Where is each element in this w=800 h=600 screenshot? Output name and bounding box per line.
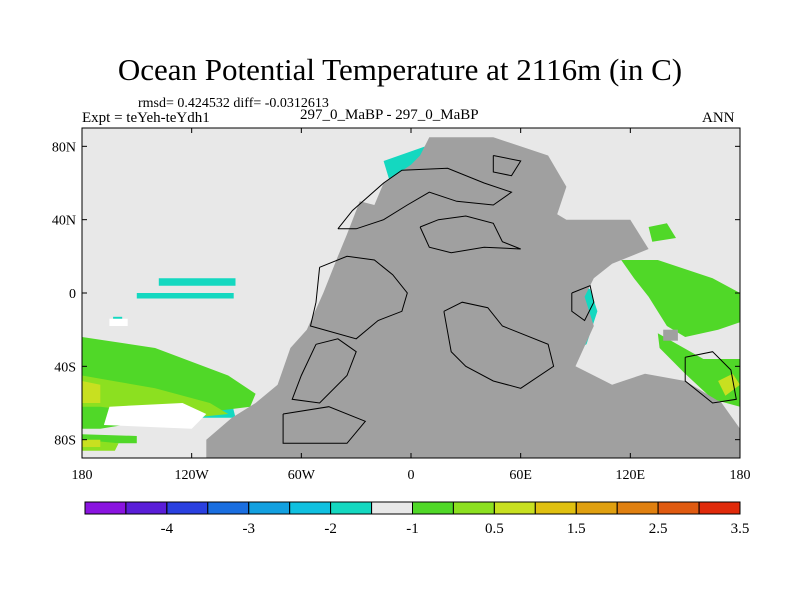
anomaly-region <box>648 223 676 242</box>
colorbar-swatch <box>534 501 577 515</box>
coastline <box>443 301 555 389</box>
anomaly-region <box>82 381 101 403</box>
anomaly-region <box>158 278 236 286</box>
x-tick-label: 120W <box>175 468 210 483</box>
x-tick-label: 180 <box>72 468 93 483</box>
colorbar-swatch <box>412 501 454 515</box>
coastline <box>492 155 522 177</box>
colorbar-swatch <box>166 501 209 515</box>
anomaly-region <box>657 333 740 407</box>
colorbar-label: -3 <box>243 521 256 537</box>
x-tick-label: 180 <box>730 468 751 483</box>
season-label: ANN <box>702 110 735 126</box>
anomaly-region <box>82 439 101 447</box>
colorbar-swatch <box>289 501 332 515</box>
coastline <box>337 167 513 230</box>
coastlines <box>282 155 737 444</box>
case-label: 297_0_MaBP - 297_0_MaBP <box>300 107 479 123</box>
colorbar-label: 0.5 <box>485 521 504 537</box>
y-tick-label: 40N <box>52 214 76 229</box>
colorbar-swatch <box>575 501 618 515</box>
land-mask <box>206 137 740 458</box>
colorbar-swatch <box>84 501 127 515</box>
colorbar-label: -2 <box>324 521 337 537</box>
colorbar-label: 2.5 <box>649 521 668 537</box>
x-tick-label: 0 <box>408 468 415 483</box>
chart-title: Ocean Potential Temperature at 2116m (in… <box>117 52 683 87</box>
colorbar-swatch <box>616 501 659 515</box>
y-tick-label: 80N <box>52 140 76 155</box>
colorbar-swatch <box>698 501 741 515</box>
anomaly-region <box>621 260 740 337</box>
colorbar-swatch <box>207 501 250 515</box>
colorbar-swatch <box>248 501 291 515</box>
x-tick-label: 60E <box>509 468 532 483</box>
x-tick-label: 120E <box>616 468 646 483</box>
coastline <box>419 215 521 254</box>
missing-data-cell <box>103 403 207 429</box>
land-region <box>206 137 740 458</box>
colorbar-label: 1.5 <box>567 521 586 537</box>
colorbar-swatch <box>493 501 536 515</box>
coastline <box>291 338 357 404</box>
coastline <box>571 285 595 322</box>
colorbar-swatch <box>330 501 373 515</box>
anomaly-region <box>136 293 234 299</box>
colorbar-swatch <box>371 501 414 515</box>
y-tick-label: 40S <box>54 360 76 375</box>
x-tick-label: 60W <box>288 468 316 483</box>
colorbar-swatch <box>452 501 495 515</box>
coastline <box>684 351 737 404</box>
axis-ticks: 180 120W 60W 0 60E 120E 180 80N 40N 0 40S 80S <box>52 128 751 483</box>
colorbar-label: -1 <box>406 521 419 537</box>
missing-data-cell <box>109 318 128 326</box>
y-tick-label: 80S <box>54 434 76 449</box>
stats-line: rmsd= 0.424532 diff= -0.0312613 <box>138 96 329 111</box>
y-tick-label: 0 <box>69 287 76 302</box>
anomaly-region <box>718 373 740 396</box>
experiment-label: Expt = teYeh-teYdh1 <box>82 110 210 126</box>
colorbar-swatch <box>125 501 168 515</box>
colorbar-swatch <box>657 501 700 515</box>
land-region <box>663 329 678 341</box>
colorbar-label: 3.5 <box>731 521 750 537</box>
coastline <box>282 406 367 444</box>
colorbar-label: -4 <box>161 521 174 537</box>
coastline <box>309 255 408 340</box>
colorbar: -4 -3 -2 -1 0.5 1.5 2.5 3.5 <box>84 501 750 537</box>
